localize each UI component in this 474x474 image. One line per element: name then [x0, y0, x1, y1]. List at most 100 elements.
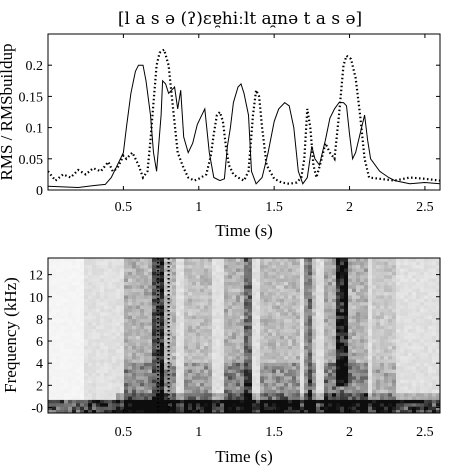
spectrogram-cell: [336, 338, 341, 343]
spectrogram-cell: [424, 365, 429, 370]
spectrogram-cell: [404, 389, 409, 394]
spectrogram-cell: [140, 382, 145, 387]
spectrogram-cell: [276, 355, 281, 360]
spectrogram-cell: [76, 396, 81, 400]
spectrogram-cell: [392, 352, 397, 357]
spectrogram-cell: [92, 328, 97, 333]
spectrogram-cell: [104, 372, 109, 377]
spectrogram-cell: [400, 288, 405, 293]
spectrogram-cell: [220, 311, 225, 316]
spectrogram-cell: [412, 274, 417, 279]
spectrogram-cell: [432, 311, 437, 316]
spectrogram-cell: [192, 284, 197, 289]
spectrogram-cell: [268, 359, 273, 363]
spectrogram-cell: [184, 328, 189, 333]
spectrogram-cell: [92, 288, 97, 293]
spectrogram-cell: [420, 379, 425, 384]
spectrogram-cell: [136, 311, 141, 316]
spectrogram-cell: [240, 288, 245, 293]
spectrogram-cell: [60, 271, 65, 276]
spectrogram-cell: [64, 355, 69, 360]
spectrogram-cell: [396, 406, 401, 411]
spectrogram-cell: [180, 359, 185, 363]
spectrogram-cell: [268, 305, 273, 309]
spectrogram-cell: [336, 301, 341, 306]
spectrogram-cell: [384, 389, 389, 394]
spectrogram-cell: [192, 402, 197, 407]
spectrogram-cell: [388, 281, 393, 286]
spectrogram-cell: [168, 382, 173, 387]
spectrogram-cell: [152, 318, 157, 323]
spectrogram-cell: [76, 288, 81, 293]
spectrogram-cell: [320, 301, 325, 306]
spectrogram-cell: [320, 392, 325, 397]
spectrogram-cell: [312, 268, 317, 272]
spectrogram-cell: [396, 284, 401, 289]
spectrogram-cell: [364, 355, 369, 360]
spectrogram-cell: [96, 308, 101, 313]
spectrogram-cell: [332, 396, 337, 400]
spectrogram-cell: [128, 335, 133, 340]
spectrogram-cell: [292, 355, 297, 360]
spectrogram-cell: [428, 345, 433, 350]
spectrogram-cell: [304, 379, 309, 384]
spectrogram-cell: [276, 308, 281, 313]
spectrogram-cell: [304, 369, 309, 373]
spectrogram-cell: [372, 268, 377, 272]
spectrogram-cell: [192, 295, 197, 299]
spectrogram-cell: [64, 369, 69, 373]
spectrogram-cell: [132, 362, 137, 367]
spectrogram-cell: [276, 409, 281, 413]
spectrogram-cell: [400, 396, 405, 400]
spectrogram-cell: [184, 264, 189, 269]
spectrogram-cell: [208, 389, 213, 394]
spectrogram-cell: [100, 342, 105, 347]
spectrogram-cell: [236, 365, 241, 370]
spectrogram-cell: [136, 406, 141, 411]
spectrogram-cell: [176, 284, 181, 289]
spectrogram-cell: [316, 375, 321, 380]
spectrogram-cell: [312, 396, 317, 400]
spectrogram-cell: [424, 308, 429, 313]
spectrogram-cell: [248, 386, 253, 390]
spectrogram-cell: [260, 379, 265, 384]
spectrogram-cell: [112, 406, 117, 411]
spectrogram-cell: [80, 372, 85, 377]
spectrogram-cell: [264, 264, 269, 269]
spectrogram-cell: [296, 291, 301, 296]
spectrogram-cell: [172, 305, 177, 309]
spectrogram-cell: [344, 342, 349, 347]
spectrogram-cell: [80, 345, 85, 350]
spectrogram-cell: [412, 362, 417, 367]
spectrogram-cell: [268, 396, 273, 400]
spectrogram-cell: [300, 348, 305, 353]
spectrogram-cell: [236, 325, 241, 330]
spectrogram-cell: [76, 261, 81, 266]
spectrogram-cell: [408, 301, 413, 306]
spectrogram-cell: [124, 335, 129, 340]
spectrogram-cell: [128, 284, 133, 289]
spectrogram-cell: [180, 281, 185, 286]
spectrogram-cell: [84, 268, 89, 272]
spectrogram-y-tick-label: 8: [36, 313, 43, 328]
spectrogram-cell: [240, 328, 245, 333]
spectrogram-cell: [336, 288, 341, 293]
spectrogram-cell: [184, 271, 189, 276]
spectrogram-cell: [364, 325, 369, 330]
spectrogram-cell: [308, 261, 313, 266]
spectrogram-cell: [160, 281, 165, 286]
spectrogram-cell: [168, 406, 173, 411]
spectrogram-cell: [72, 315, 77, 320]
spectrogram-cell: [392, 295, 397, 299]
spectrogram-cell: [92, 402, 97, 407]
spectrogram-cell: [236, 305, 241, 309]
spectrogram-cell: [52, 406, 57, 411]
spectrogram-cell: [288, 315, 293, 320]
spectrogram-cell: [156, 359, 161, 363]
spectrogram-cell: [88, 345, 93, 350]
spectrogram-cell: [164, 338, 169, 343]
spectrogram-cell: [152, 332, 157, 336]
spectrogram-cell: [328, 375, 333, 380]
spectrogram-cell: [100, 369, 105, 373]
spectrogram-cell: [76, 352, 81, 357]
